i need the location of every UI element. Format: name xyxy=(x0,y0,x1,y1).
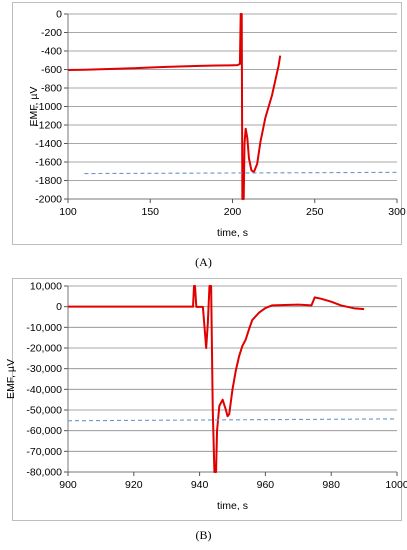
chart-b: 10,000 0 -10,000 -20,000 -30,000 -40,000 -50,0… xyxy=(5,281,407,513)
chart-b-xtick-label: 920 xyxy=(125,479,143,491)
chart-a-ytick-label: -800 xyxy=(41,83,62,95)
chart-a-ytick-label: -1000 xyxy=(35,101,62,113)
chart-b-x-axis-label: time, s xyxy=(217,500,248,512)
chart-b-y-axis-label: EMF, µV xyxy=(5,359,17,399)
chart-b-xtick-label: 900 xyxy=(59,479,77,491)
chart-b-ytick-label: -30,000 xyxy=(26,363,62,375)
chart-a-frame xyxy=(12,2,402,245)
chart-b-reference-line xyxy=(68,418,397,422)
chart-b-emf-series-line xyxy=(68,285,365,473)
chart-b-ytick-label: -50,000 xyxy=(26,405,62,417)
chart-a-y-axis-label: EMF, µV xyxy=(28,87,40,127)
chart-a-ytick-label: -2000 xyxy=(35,194,62,206)
chart-a-xtick-label: 250 xyxy=(306,206,324,218)
chart-b-caption: (B) xyxy=(195,528,212,542)
chart-a-ytick-label: -400 xyxy=(41,46,62,58)
chart-a-ytick-label: -1400 xyxy=(35,138,62,150)
chart-b-ytick-label: -10,000 xyxy=(26,322,62,334)
chart-b-ytick-label: 10,000 xyxy=(30,281,62,293)
chart-a-ytick-label: -1800 xyxy=(35,175,62,187)
chart-a-x-axis-label: time, s xyxy=(217,227,248,239)
chart-b-xtick-label: 980 xyxy=(322,479,340,491)
chart-a-ytick-label: -600 xyxy=(41,64,62,76)
chart-a-xtick-label: 100 xyxy=(59,206,77,218)
chart-b-xtick-label: 940 xyxy=(191,479,209,491)
chart-a: 0 -200 -400 -600 -800 -1000 -1200 -1400 -1600 -18… xyxy=(28,9,406,240)
chart-a-ytick-label: -200 xyxy=(41,27,62,39)
chart-b-ytick-label: -80,000 xyxy=(26,467,62,479)
chart-b-ytick-label: 0 xyxy=(56,301,62,313)
chart-a-ytick-label: -1600 xyxy=(35,157,62,169)
chart-a-ytick-label: -1200 xyxy=(35,120,62,132)
chart-b-ytick-label: -70,000 xyxy=(26,446,62,458)
chart-b-ytick-label: -60,000 xyxy=(26,425,62,437)
chart-a-ytick-label: 0 xyxy=(56,9,62,21)
chart-a-caption: (A) xyxy=(195,255,212,269)
chart-a-xtick-label: 300 xyxy=(388,206,406,218)
chart-b-ytick-label: -40,000 xyxy=(26,384,62,396)
chart-a-reference-line xyxy=(84,171,397,175)
chart-a-xtick-label: 200 xyxy=(224,206,242,218)
chart-a-emf-series-line xyxy=(68,13,282,200)
chart-b-xtick-label: 1000 xyxy=(385,479,407,491)
chart-a-xtick-label: 150 xyxy=(141,206,159,218)
chart-b-xtick-label: 960 xyxy=(257,479,275,491)
chart-b-frame xyxy=(12,278,402,521)
chart-b-ytick-label: -20,000 xyxy=(26,343,62,355)
